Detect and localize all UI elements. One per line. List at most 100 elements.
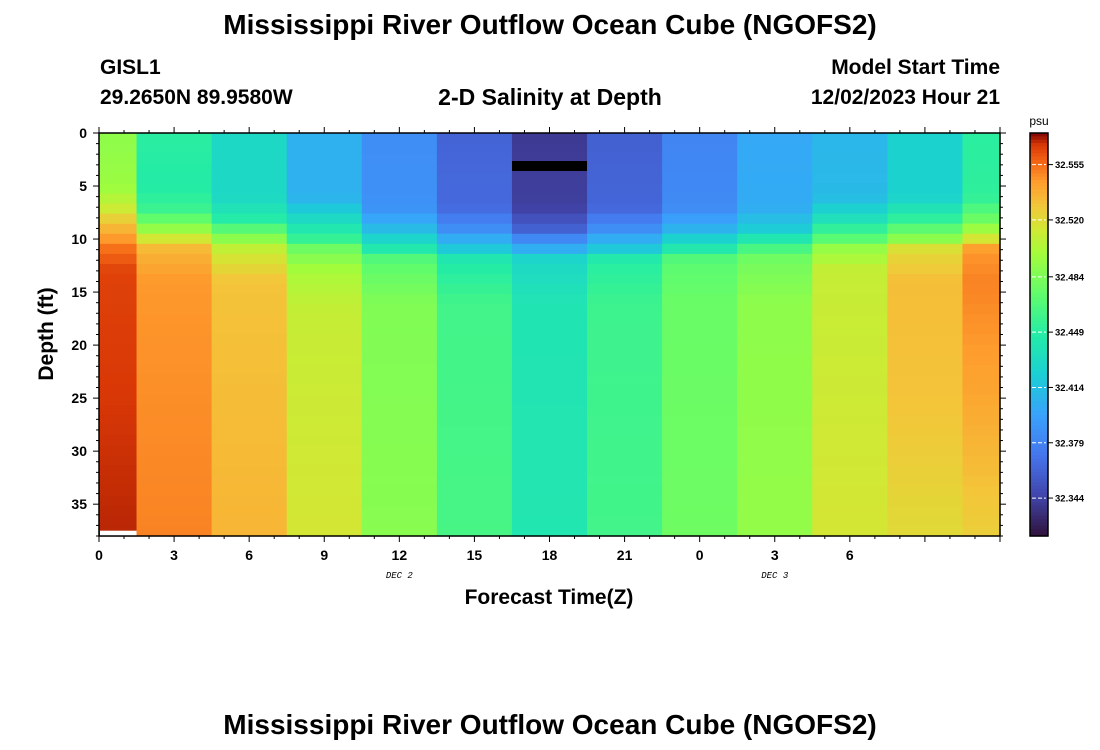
heatmap-cell xyxy=(136,213,213,225)
heatmap-cell xyxy=(887,304,964,315)
heatmap-cell xyxy=(286,274,363,285)
heatmap-cell xyxy=(286,525,363,537)
colorbar-segment xyxy=(1030,159,1048,164)
heatmap-cell xyxy=(136,143,213,154)
heatmap-cell xyxy=(436,525,513,537)
heatmap-cell xyxy=(136,193,213,205)
colorbar-segment xyxy=(1030,431,1048,436)
heatmap-cell xyxy=(361,405,438,416)
heatmap-cell xyxy=(361,475,438,487)
colorbar-segment xyxy=(1030,499,1048,504)
heatmap-cell xyxy=(962,425,1001,436)
heatmap-cell xyxy=(136,364,213,376)
heatmap-cell xyxy=(587,163,663,174)
heatmap-cell xyxy=(662,233,738,245)
heatmap-cell xyxy=(962,163,1001,174)
heatmap-cell xyxy=(962,153,1001,164)
heatmap-cell xyxy=(211,294,288,305)
heatmap-cell xyxy=(587,314,663,326)
heatmap-cell xyxy=(361,525,438,537)
colorbar-segment xyxy=(1030,525,1048,530)
heatmap-cell xyxy=(587,304,663,315)
heatmap-cell xyxy=(737,435,813,446)
heatmap-cell xyxy=(361,284,438,295)
heatmap-cell xyxy=(737,364,813,376)
colorbar-segment xyxy=(1030,529,1048,534)
station-name: GISL1 xyxy=(100,56,161,79)
heatmap-cell xyxy=(662,163,738,174)
heatmap-cell xyxy=(962,223,1001,235)
colorbar-segment xyxy=(1030,468,1048,473)
heatmap-cell xyxy=(587,445,663,456)
colorbar-segment xyxy=(1030,156,1048,161)
heatmap-cell xyxy=(136,153,213,164)
heatmap-cell xyxy=(511,344,588,356)
heatmap-cell xyxy=(887,233,964,245)
heatmap-cell xyxy=(962,364,1001,376)
heatmap-cell xyxy=(737,525,813,537)
heatmap-cell xyxy=(286,324,363,336)
heatmap-cell xyxy=(812,304,888,315)
heatmap-cell xyxy=(511,183,588,195)
heatmap-cell xyxy=(662,525,738,537)
heatmap-cell xyxy=(887,133,964,144)
surface-marker-bar xyxy=(512,161,587,171)
heatmap-cell xyxy=(662,324,738,336)
heatmap-cell xyxy=(587,193,663,205)
colorbar-segment xyxy=(1030,425,1048,430)
heatmap-cell xyxy=(211,485,288,497)
heatmap-cell xyxy=(361,354,438,366)
heatmap-cell xyxy=(436,133,513,144)
heatmap-cell xyxy=(436,304,513,315)
colorbar-segment xyxy=(1030,270,1048,275)
heatmap-cell xyxy=(511,153,588,164)
heatmap-cell xyxy=(962,143,1001,154)
heatmap-cell xyxy=(286,515,363,527)
heatmap-cell xyxy=(511,213,588,225)
colorbar-segment xyxy=(1030,331,1048,336)
heatmap-cell xyxy=(737,324,813,336)
x-tick-label: 18 xyxy=(542,547,558,563)
heatmap-cell xyxy=(136,525,213,537)
heatmap-cell xyxy=(511,263,588,275)
heatmap-cell xyxy=(511,364,588,376)
heatmap-cell xyxy=(511,253,588,265)
colorbar-tick-label: 32.484 xyxy=(1055,272,1085,283)
x-axis: 0 3 6 9 12 15 18 21 0 3 6 DEC 2 DEC 3 xyxy=(95,127,1001,581)
colorbar-segment xyxy=(1030,146,1048,151)
heatmap-cell xyxy=(662,445,738,456)
heatmap-cell xyxy=(962,213,1001,225)
heatmap-cell xyxy=(887,173,964,184)
colorbar-segment xyxy=(1030,374,1048,379)
heatmap-cell xyxy=(887,374,964,386)
heatmap-cell xyxy=(361,515,438,527)
heatmap-cell xyxy=(99,314,138,326)
heatmap-cell xyxy=(962,465,1001,477)
heatmap-cell xyxy=(361,133,438,144)
station-coordinates: 29.2650N 89.9580W xyxy=(100,86,293,109)
colorbar-segment xyxy=(1030,233,1048,238)
y-axis-label: Depth (ft) xyxy=(35,287,58,380)
heatmap-cell xyxy=(737,384,813,396)
heatmap-cell xyxy=(99,334,138,346)
heatmap-cell xyxy=(436,344,513,356)
heatmap-cell xyxy=(887,455,964,467)
heatmap-cell xyxy=(136,203,213,215)
heatmap-cell xyxy=(812,133,888,144)
heatmap-cell xyxy=(887,485,964,497)
heatmap-cell xyxy=(812,344,888,356)
heatmap-cell xyxy=(587,405,663,416)
heatmap-cell xyxy=(887,223,964,235)
heatmap-cell xyxy=(812,405,888,416)
heatmap-cell xyxy=(737,263,813,275)
heatmap-cell xyxy=(587,364,663,376)
heatmap-cell xyxy=(436,314,513,326)
heatmap-cell xyxy=(286,384,363,396)
heatmap-cell xyxy=(436,183,513,195)
heatmap-cell xyxy=(511,133,588,144)
heatmap-cell xyxy=(812,294,888,305)
heatmap-cell xyxy=(136,495,213,507)
heatmap-cell xyxy=(887,384,964,396)
heatmap-cell xyxy=(436,475,513,487)
heatmap-cell xyxy=(361,263,438,275)
